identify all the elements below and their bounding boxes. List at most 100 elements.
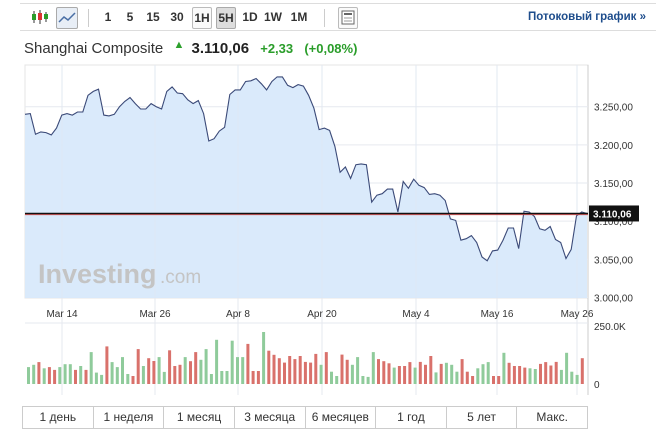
volume-bar — [397, 366, 401, 384]
divider — [324, 9, 325, 27]
volume-bar — [460, 359, 464, 384]
volume-bar — [225, 371, 229, 384]
date-tick-label: Apr 20 — [307, 309, 337, 320]
interval-1d[interactable]: 1D — [242, 10, 258, 24]
volume-bar — [63, 364, 67, 384]
volume-bar — [105, 346, 109, 384]
volume-bar — [350, 364, 354, 384]
price-tick-label: 3.250,00 — [594, 103, 633, 114]
news-icon[interactable] — [338, 7, 358, 29]
volume-bar — [533, 369, 537, 384]
volume-bar — [220, 371, 224, 384]
volume-bar — [230, 340, 234, 384]
volume-bar — [32, 364, 36, 384]
date-tick-label: May 16 — [481, 309, 514, 320]
volume-bar — [476, 368, 480, 384]
volume-bar — [309, 362, 313, 384]
range-1-day[interactable]: 1 день — [23, 407, 94, 428]
volume-bar — [314, 353, 318, 384]
price-area — [25, 76, 587, 299]
volume-bar — [303, 361, 307, 384]
volume-bar — [330, 371, 333, 384]
volume-bar — [465, 371, 469, 384]
volume-bar — [559, 369, 563, 384]
interval-30[interactable]: 30 — [170, 10, 184, 24]
volume-bar — [382, 361, 386, 384]
volume-bar — [439, 363, 443, 384]
date-tick-label: May 26 — [561, 309, 594, 320]
range-max[interactable]: Макс. — [536, 410, 568, 424]
date-tick-label: Apr 8 — [226, 309, 250, 320]
volume-bar — [256, 371, 260, 384]
price-tick-label: 3.000,00 — [594, 293, 633, 304]
volume-bar — [110, 362, 114, 384]
volume-bar — [413, 367, 417, 384]
volume-bar — [486, 362, 490, 384]
volume-bar — [272, 354, 276, 384]
volume-bar — [512, 366, 516, 384]
candlestick-icon[interactable] — [30, 7, 50, 29]
volume-bar — [152, 361, 156, 384]
date-tick-label: Mar 14 — [46, 309, 78, 320]
streaming-chart-link[interactable]: Потоковый график » — [528, 11, 646, 23]
last-price-badge — [589, 205, 639, 222]
volume-bar — [377, 359, 380, 384]
range-6-months[interactable]: 6 месяцев — [306, 407, 377, 428]
volume-bar — [68, 364, 72, 384]
time-range-selector: 1 день 1 неделя 1 месяц 3 месяца 6 месяц… — [22, 406, 588, 429]
volume-bar — [335, 376, 339, 384]
investing-watermark-logo: Investing — [38, 259, 157, 289]
volume-bar — [178, 364, 182, 384]
volume-bar — [528, 368, 532, 384]
volume-bar — [162, 371, 166, 384]
interval-1w[interactable]: 1W — [264, 10, 282, 24]
range-1-week[interactable]: 1 неделя — [94, 407, 165, 428]
volume-bar — [58, 367, 62, 384]
volume-bar — [298, 356, 302, 384]
volume-bar — [408, 362, 412, 384]
volume-bar — [549, 365, 553, 384]
volume-bar — [429, 356, 433, 384]
volume-bar — [204, 349, 208, 384]
range-1-year[interactable]: 1 год — [376, 407, 447, 428]
interval-1[interactable]: 1 — [104, 10, 112, 24]
volume-bar — [523, 367, 527, 384]
price-change: +2,33 — [260, 40, 294, 56]
line-chart-icon[interactable] — [56, 7, 78, 29]
interval-5[interactable]: 5 — [126, 10, 134, 24]
volume-bar — [131, 376, 135, 384]
quote-header: Shanghai Composite ▲ 3.110,06 +2,33 (+0,… — [24, 39, 357, 57]
volume-bar — [209, 374, 213, 384]
volume-bar — [565, 352, 569, 384]
interval-1h[interactable]: 1H — [192, 7, 212, 29]
range-5-years[interactable]: 5 лет — [447, 407, 518, 428]
interval-1m[interactable]: 1M — [290, 10, 308, 24]
interval-5h[interactable]: 5H — [216, 7, 236, 29]
volume-bar — [450, 364, 454, 384]
volume-bar — [455, 371, 459, 384]
volume-bar — [141, 366, 145, 384]
volume-bar — [89, 352, 93, 384]
volume-bar — [27, 367, 30, 384]
volume-bar — [47, 367, 51, 384]
price-tick-label: 3.050,00 — [594, 255, 633, 266]
volume-bar — [236, 357, 239, 384]
interval-15[interactable]: 15 — [146, 10, 160, 24]
volume-bar — [497, 376, 501, 384]
range-3-months[interactable]: 3 месяца — [235, 407, 306, 428]
volume-tick-label: 0 — [594, 380, 600, 391]
chart-toolbar: 1 5 15 30 1H 5H 1D 1W 1M Потоковый график » — [20, 3, 656, 31]
volume-bar — [74, 369, 77, 384]
volume-bar — [189, 361, 192, 384]
range-1-month[interactable]: 1 месяц — [164, 407, 235, 428]
volume-bar — [94, 372, 98, 384]
volume-bar — [371, 352, 375, 384]
date-tick-label: May 4 — [402, 309, 430, 320]
volume-bar — [53, 369, 57, 384]
volume-bar — [241, 357, 245, 384]
volume-bar — [251, 371, 255, 384]
volume-bar — [283, 362, 286, 384]
price-line — [24, 76, 588, 262]
volume-bar — [580, 358, 584, 384]
